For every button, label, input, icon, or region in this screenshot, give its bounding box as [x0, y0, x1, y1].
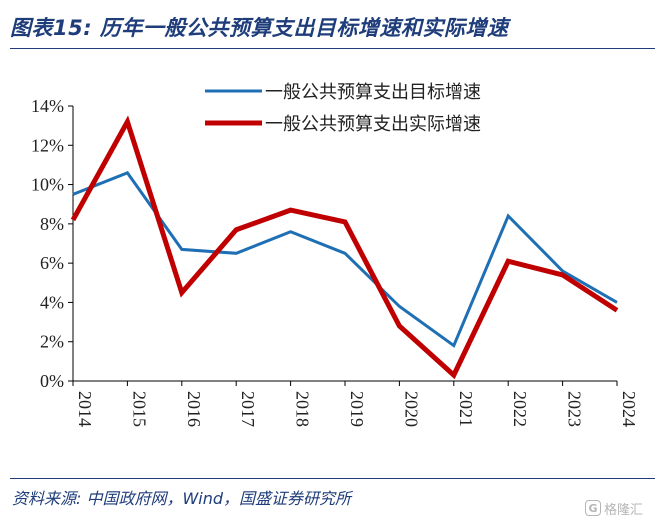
y-tick-label: 14% [31, 96, 64, 116]
x-tick-label: 2015 [129, 391, 149, 427]
watermark: G 格隆汇 [585, 497, 651, 519]
y-tick-label: 4% [40, 292, 64, 312]
watermark-text: 格隆汇 [604, 502, 644, 518]
x-tick-label: 2020 [401, 391, 421, 427]
series-lines [70, 115, 619, 380]
x-tick-label: 2021 [456, 391, 476, 427]
y-tick-label: 6% [40, 253, 64, 273]
x-tick-label: 2014 [75, 391, 95, 427]
source-note: 资料来源: 中国政府网，Wind，国盛证券研究所 [12, 489, 352, 508]
x-tick-label: 2024 [619, 391, 639, 427]
y-tick-label: 2% [40, 332, 64, 352]
y-tick-label: 10% [31, 175, 64, 195]
x-tick-label: 2018 [293, 391, 313, 427]
watermark-logo-icon: G [585, 500, 601, 516]
figure-title: 图表15: 历年一般公共预算支出目标增速和实际增速 [10, 16, 509, 40]
x-tick-labels: 2014 2015 2016 2017 2018 2019 2020 2021 2022 2023… [75, 391, 639, 427]
x-tick-label: 2023 [565, 391, 585, 427]
x-tick-label: 2017 [238, 391, 258, 427]
legend-label: 一般公共预算支出实际增速 [265, 114, 481, 135]
y-tick-label: 12% [31, 135, 64, 155]
series-line-actual-growth [70, 115, 619, 380]
x-tick-label: 2022 [510, 391, 530, 427]
footer-divider [10, 478, 655, 479]
y-tick-label: 8% [40, 214, 64, 234]
legend-label: 一般公共预算支出目标增速 [265, 82, 481, 103]
x-tick-label: 2016 [184, 391, 204, 427]
x-tick-label: 2019 [347, 391, 367, 427]
title-divider [10, 48, 655, 49]
y-tick-label: 0% [40, 371, 64, 391]
y-tick-labels: 0% 2% 4% 6% 8% 10% 12% 14% [31, 96, 64, 391]
series-line-target-growth [72, 170, 618, 348]
figure-header: 图表15: 历年一般公共预算支出目标增速和实际增速 [10, 8, 655, 49]
chart-axes [68, 105, 618, 386]
